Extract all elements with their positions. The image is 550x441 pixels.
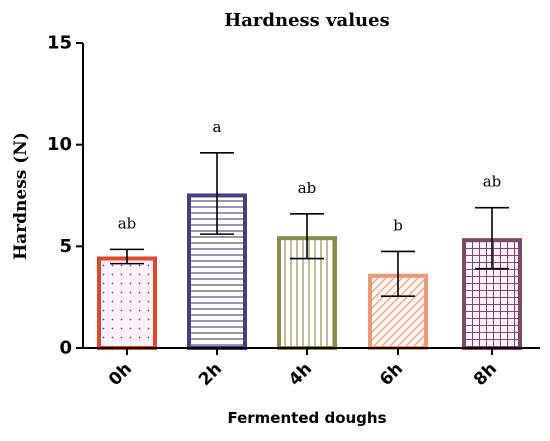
significance-label-0h: ab [118, 214, 137, 232]
error-bars-layer [110, 152, 509, 297]
significance-label-4h: ab [298, 179, 317, 197]
significance-label-8h: ab [483, 173, 502, 191]
error-bar-8h [475, 206, 509, 270]
y-tick-label-0: 0 [59, 338, 72, 359]
y-ticks-layer: 0 5 10 15 [47, 33, 83, 359]
significance-label-6h: b [393, 216, 403, 234]
x-axis-label: Fermented doughs [227, 409, 386, 427]
x-tick-label-2h: 2h [195, 359, 226, 390]
bars-layer [97, 193, 522, 351]
error-bar-0h [110, 248, 144, 265]
x-tick-label-4h: 4h [285, 359, 316, 390]
x-tick-label-0h: 0h [105, 359, 136, 390]
x-tick-label-8h: 8h [470, 359, 501, 390]
significance-label-2h: a [213, 118, 222, 136]
bar-8h [462, 238, 522, 350]
error-bar-4h [290, 213, 324, 260]
error-bar-2h [200, 152, 234, 235]
y-axis-label: Hardness (N) [11, 132, 31, 260]
error-bar-6h [381, 250, 415, 297]
significance-labels-layer: ab a ab b ab [118, 118, 502, 235]
axes-layer [82, 43, 540, 349]
bar-0h [97, 256, 157, 350]
y-tick-label-10: 10 [47, 134, 72, 155]
y-tick-label-5: 5 [59, 236, 72, 257]
x-tick-label-6h: 6h [376, 359, 407, 390]
x-ticks-layer: 0h 2h 4h 6h 8h [105, 348, 501, 390]
chart-title: Hardness values [224, 10, 389, 31]
y-tick-label-15: 15 [47, 33, 72, 54]
